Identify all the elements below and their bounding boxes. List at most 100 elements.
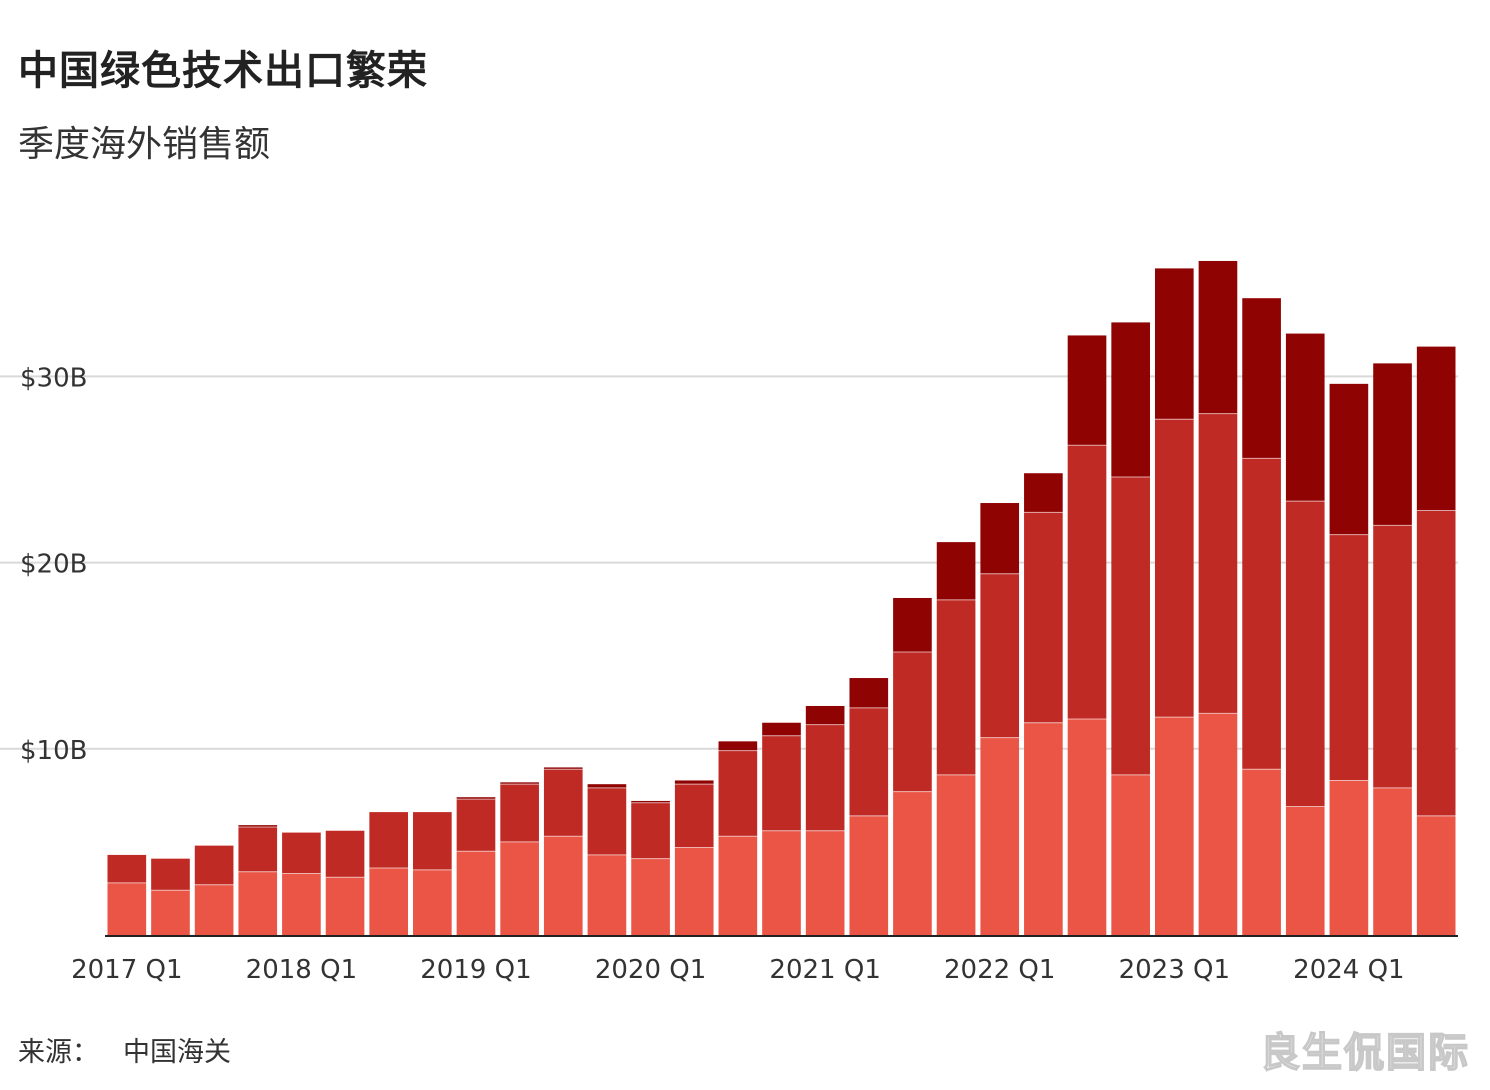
bar-segment-2	[1067, 445, 1107, 719]
bar-segment-2	[587, 787, 627, 855]
bar-segment-2	[1329, 534, 1369, 781]
watermark: 良生侃国际	[1259, 1029, 1470, 1077]
bar-segment-1	[1242, 769, 1281, 935]
y-tick-label: $10B	[20, 736, 87, 766]
chart-subtitle: 季度海外销售额	[18, 124, 271, 165]
bar-segment-3	[1198, 260, 1238, 414]
bar-segment-1	[151, 890, 190, 935]
bar-segment-3	[1067, 335, 1107, 446]
bar-segment-1	[1067, 719, 1107, 935]
bar-segment-1	[631, 858, 670, 935]
bar-segment-1	[1285, 806, 1325, 935]
bar-segment-3	[762, 722, 801, 736]
bar-segment-2	[805, 724, 845, 831]
bar-segment-2	[151, 858, 190, 891]
bar-segment-2	[936, 599, 976, 775]
bar-segment-2	[325, 830, 365, 878]
x-tick-label: 2022 Q1	[944, 955, 1055, 985]
bar-segment-1	[107, 882, 147, 935]
bar-segment-2	[369, 812, 409, 868]
bar-segment-3	[893, 597, 932, 652]
bar-segment-3	[500, 782, 539, 785]
bar-segment-1	[1154, 717, 1194, 935]
bar-segment-2	[107, 854, 147, 883]
bar-segment-1	[413, 869, 452, 935]
bar-segment-3	[456, 797, 496, 800]
x-tick-label: 2024 Q1	[1293, 955, 1404, 985]
bar-segment-3	[849, 678, 889, 708]
bar-segment-3	[1416, 346, 1456, 511]
x-tick-label: 2019 Q1	[420, 955, 531, 985]
bar-segment-2	[238, 827, 278, 872]
bar-segment-1	[980, 737, 1020, 935]
bar-segment-2	[282, 832, 321, 874]
bar-segment-3	[543, 767, 583, 770]
bar-segment-1	[936, 774, 976, 935]
bar-segment-2	[543, 769, 583, 837]
source-note: 来源： 中国海关	[18, 1030, 231, 1069]
bar-segment-2	[1024, 512, 1063, 723]
bar-segment-3	[1154, 268, 1194, 420]
bar-segment-3	[1329, 383, 1369, 535]
bar-segment-2	[893, 651, 932, 792]
y-tick-label: $20B	[20, 550, 87, 580]
x-tick-label: 2023 Q1	[1119, 955, 1230, 985]
bar-segment-1	[1024, 722, 1063, 935]
y-axis-labels: $10B $20B $30B	[20, 363, 87, 765]
bar-segment-1	[718, 836, 758, 935]
bar-segment-2	[631, 802, 670, 859]
bar-segment-1	[849, 815, 889, 935]
bar-segment-3	[238, 825, 278, 827]
bars	[107, 260, 1456, 935]
bar-segment-3	[1111, 322, 1150, 477]
bar-segment-2	[1198, 413, 1238, 714]
bar-segment-2	[1373, 525, 1412, 788]
bar-segment-1	[282, 873, 321, 935]
bar-segment-2	[194, 845, 234, 885]
bar-segment-2	[500, 784, 539, 842]
chart-title: 中国绿色技术出口繁荣	[18, 48, 428, 94]
x-tick-label: 2018 Q1	[246, 955, 357, 985]
source-label: 来源：	[18, 1037, 99, 1068]
bar-segment-1	[1198, 713, 1238, 935]
bar-segment-2	[413, 812, 452, 870]
bar-segment-2	[1285, 501, 1325, 807]
bar-segment-3	[1373, 363, 1412, 526]
bar-segment-1	[674, 847, 714, 935]
bar-segment-1	[805, 830, 845, 935]
x-tick-label: 2017 Q1	[71, 955, 182, 985]
bar-segment-1	[1111, 774, 1150, 935]
bar-segment-2	[980, 573, 1020, 738]
bar-segment-3	[805, 705, 845, 725]
bar-segment-1	[1329, 780, 1369, 935]
bar-segment-3	[718, 741, 758, 751]
bar-segment-2	[456, 799, 496, 852]
bar-segment-1	[1416, 815, 1456, 935]
bar-segment-1	[325, 877, 365, 935]
bar-segment-1	[456, 851, 496, 935]
bar-segment-3	[936, 542, 976, 600]
bar-segment-1	[1373, 787, 1412, 935]
bar-segment-2	[1154, 419, 1194, 718]
bar-segment-2	[718, 750, 758, 837]
bar-segment-1	[194, 884, 234, 935]
bar-segment-2	[1416, 510, 1456, 816]
bar-segment-1	[500, 841, 539, 935]
bar-segment-3	[980, 503, 1020, 574]
gridlines	[0, 375, 1458, 750]
bar-segment-2	[1111, 476, 1150, 775]
bar-segment-3	[674, 780, 714, 785]
bar-segment-2	[1242, 458, 1281, 770]
bar-segment-1	[587, 854, 627, 935]
x-tick-label: 2020 Q1	[595, 955, 706, 985]
bar-segment-1	[543, 836, 583, 935]
bar-segment-2	[674, 784, 714, 848]
bar-segment-3	[587, 784, 627, 788]
source-value: 中国海关	[123, 1037, 231, 1068]
bar-segment-2	[849, 707, 889, 816]
x-axis-labels: 2017 Q1 2018 Q1 2019 Q1 2020 Q1 2021 Q1 2022 …	[71, 955, 1405, 985]
bar-segment-1	[762, 830, 801, 935]
bar-segment-2	[762, 735, 801, 831]
bar-segment-1	[238, 871, 278, 935]
